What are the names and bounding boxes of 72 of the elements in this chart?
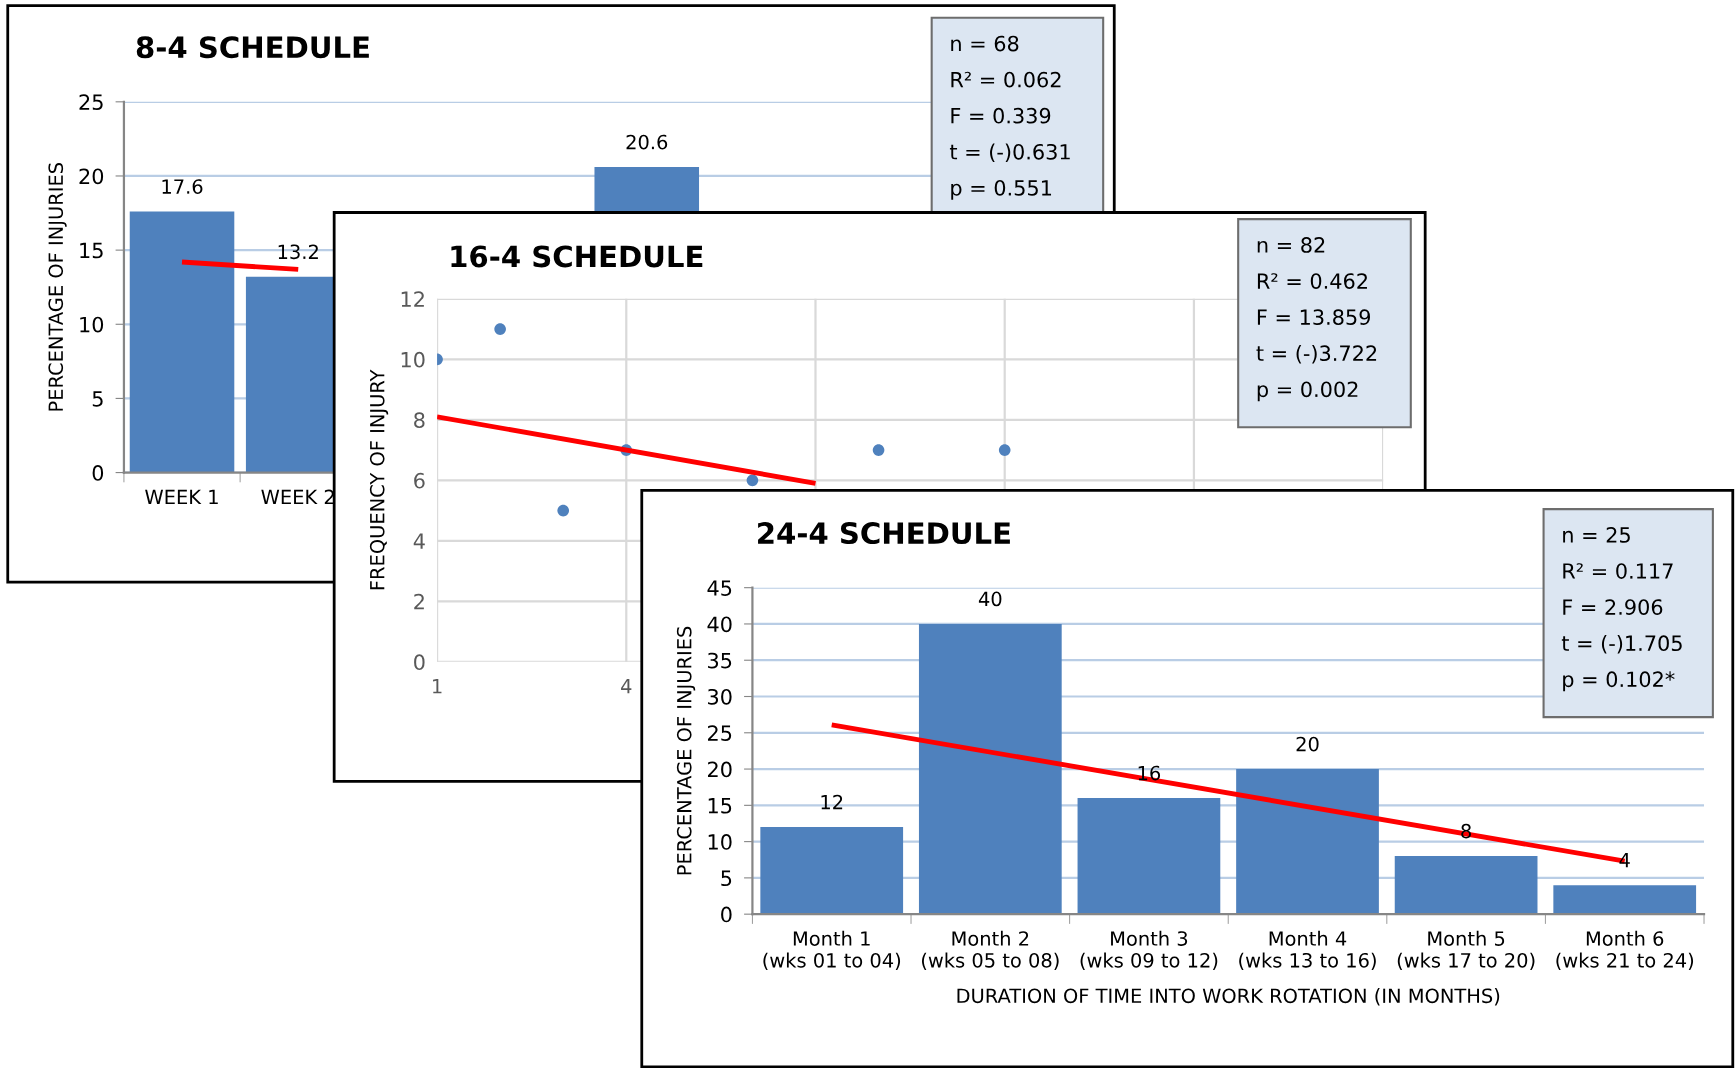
x-tick-label: Month 4 (wks 13 to 16) xyxy=(1239,930,1376,970)
y-tick-label: 25 xyxy=(708,725,732,741)
data-label: 13.2 xyxy=(278,244,318,260)
y-tick-label: 0 xyxy=(92,465,104,481)
y-tick-label: 5 xyxy=(721,870,732,887)
annotation: F = 13.859 xyxy=(1257,309,1370,326)
annotation: F = 2.906 xyxy=(1563,599,1663,615)
point xyxy=(557,504,570,517)
bar xyxy=(1077,798,1221,915)
data-label: 12 xyxy=(821,794,843,810)
y-tick-label: 35 xyxy=(708,652,732,669)
text: R² = 0.062 xyxy=(951,71,1061,88)
bar xyxy=(1553,885,1697,915)
y-tick-label: 0 xyxy=(414,654,425,671)
y-axis-title: FREQUENCY OF INJURY xyxy=(369,369,389,590)
y-tick-label: 4 xyxy=(413,533,425,549)
bar xyxy=(1394,856,1538,915)
y-tick-label: 5 xyxy=(92,391,103,407)
data-label: 20.6 xyxy=(626,134,668,150)
text: n = 82 xyxy=(1257,237,1325,253)
annotation: t = (-)1.705 xyxy=(1561,634,1682,654)
x-tick-label: WEEK 1 xyxy=(145,489,218,505)
annotation: p = 0.002 xyxy=(1257,381,1358,402)
data-label: 4 xyxy=(1619,853,1630,868)
x-tick-label: Month 6 (wks 21 to 24) xyxy=(1556,930,1694,970)
point xyxy=(746,474,759,487)
y-tick-label: 12 xyxy=(401,291,424,307)
x-tick-label: Month 3 (wks 09 to 12) xyxy=(1080,930,1218,970)
text: R² = 0.117 xyxy=(1563,563,1673,579)
bar xyxy=(129,211,235,473)
y-tick-label: 15 xyxy=(80,242,103,259)
x-tick-label: Month 2 (wks 05 to 08) xyxy=(921,930,1059,970)
y-tick-label: 20 xyxy=(708,761,732,778)
y-tick-label: 10 xyxy=(80,316,104,333)
annotation: t = (-)0.631 xyxy=(949,143,1070,163)
y-tick-label: 0 xyxy=(721,906,732,923)
point xyxy=(872,444,885,456)
data-label: 17.6 xyxy=(162,179,203,194)
y-tick-label: 10 xyxy=(401,351,425,368)
y-axis-title: PERCENTAGE OF INJURIES xyxy=(676,626,696,875)
data-label: 20 xyxy=(1296,736,1319,752)
annotation: t = (-)3.722 xyxy=(1256,344,1377,364)
x-tick-label: Month 5 (wks 17 to 20) xyxy=(1397,930,1535,970)
y-tick-label: 20 xyxy=(79,168,104,185)
point xyxy=(494,323,506,335)
y-tick-label: 30 xyxy=(708,688,732,705)
y-tick-label: 10 xyxy=(708,834,732,850)
chart-title: 16-4 SCHEDULE xyxy=(451,245,703,268)
text: n = 68 xyxy=(951,35,1019,52)
text: R² = 0.462 xyxy=(1257,273,1367,289)
y-tick-label: 8 xyxy=(414,412,425,429)
annotation: F = 0.339 xyxy=(951,107,1051,124)
x-tick-label: 1 xyxy=(433,679,442,694)
bar xyxy=(760,827,904,915)
y-tick-label: 40 xyxy=(707,616,732,633)
y-tick-label: 15 xyxy=(708,798,732,814)
y-tick-label: 45 xyxy=(707,580,732,596)
data-label: 40 xyxy=(978,591,1002,607)
annotation: p = 0.551 xyxy=(951,179,1052,200)
chart-title: 8-4 SCHEDULE xyxy=(136,36,369,59)
y-axis-title: PERCENTAGE OF INJURIES xyxy=(48,162,67,411)
y-tick-label: 2 xyxy=(414,593,424,610)
y-tick-label: 25 xyxy=(79,94,103,111)
chart-title: 24-4 SCHEDULE xyxy=(758,522,1010,545)
x-tick-label: Month 1 (wks 01 to 04) xyxy=(763,930,901,970)
bar xyxy=(1236,769,1379,915)
y-tick-label: 6 xyxy=(414,472,425,489)
point xyxy=(998,444,1011,456)
annotation: p = 0.102* xyxy=(1563,671,1675,692)
bar xyxy=(918,623,1062,915)
text: n = 25 xyxy=(1563,527,1630,543)
x-axis-title: DURATION OF TIME INTO WORK ROTATION (IN MONTHS) xyxy=(957,988,1500,1006)
